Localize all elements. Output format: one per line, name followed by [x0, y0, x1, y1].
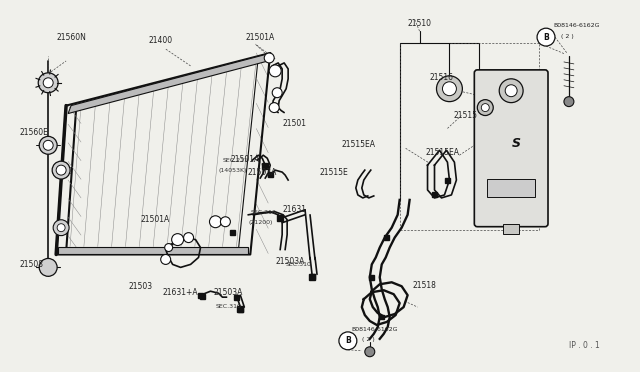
Text: 21501A: 21501A [141, 215, 170, 224]
Circle shape [164, 244, 173, 251]
Bar [310, 274, 314, 279]
Text: 21631: 21631 [282, 205, 306, 214]
Text: 21515EA: 21515EA [342, 140, 376, 149]
Text: B08146-6162G: B08146-6162G [352, 327, 398, 332]
Bar [230, 230, 235, 235]
Text: B08146-6162G: B08146-6162G [553, 23, 600, 28]
Bar [198, 293, 203, 298]
Polygon shape [68, 53, 271, 113]
Circle shape [436, 76, 462, 102]
Text: 21515EA: 21515EA [426, 148, 460, 157]
Circle shape [537, 28, 555, 46]
Circle shape [39, 259, 57, 276]
Text: 21508: 21508 [19, 260, 44, 269]
Bar [384, 235, 389, 240]
Text: SEC.210: SEC.210 [250, 210, 276, 215]
Bar [237, 306, 243, 312]
Circle shape [39, 137, 57, 154]
Text: S: S [511, 137, 521, 150]
Text: ( 2 ): ( 2 ) [561, 34, 573, 39]
Text: 21400: 21400 [148, 36, 173, 45]
Text: 21510: 21510 [408, 19, 431, 28]
Circle shape [264, 53, 274, 63]
Circle shape [44, 78, 53, 88]
Circle shape [272, 88, 282, 98]
Text: 21503A: 21503A [214, 288, 243, 297]
Circle shape [44, 140, 53, 150]
Text: 21518: 21518 [413, 281, 436, 290]
Text: 21515: 21515 [453, 110, 477, 119]
Circle shape [442, 82, 456, 96]
Text: 21631+A: 21631+A [163, 288, 198, 297]
Bar [268, 171, 273, 177]
Circle shape [161, 254, 171, 264]
Circle shape [52, 161, 70, 179]
Text: (14053K): (14053K) [218, 168, 247, 173]
Circle shape [505, 85, 517, 97]
Circle shape [499, 79, 523, 103]
Circle shape [38, 73, 58, 93]
Circle shape [209, 216, 221, 228]
Bar [380, 315, 384, 320]
Text: 21503A: 21503A [247, 168, 276, 177]
Circle shape [339, 332, 357, 350]
Text: 21515E: 21515E [320, 168, 349, 177]
Circle shape [481, 104, 489, 112]
Text: SEC.211: SEC.211 [223, 158, 248, 163]
Text: SEC.310: SEC.310 [285, 262, 311, 267]
Text: B: B [543, 33, 549, 42]
Circle shape [269, 103, 279, 113]
Text: 21560E: 21560E [19, 128, 48, 137]
Text: IP . 0 . 1: IP . 0 . 1 [569, 341, 600, 350]
Bar [309, 274, 315, 280]
Circle shape [57, 224, 65, 232]
Text: 21501A: 21501A [230, 155, 260, 164]
Bar [200, 294, 205, 299]
Bar [277, 215, 283, 221]
Bar [432, 192, 437, 198]
Circle shape [365, 347, 375, 357]
Text: 21516: 21516 [429, 73, 454, 82]
Bar [262, 163, 268, 169]
Circle shape [184, 232, 193, 243]
Text: 21501A: 21501A [245, 33, 275, 42]
Text: (21200): (21200) [248, 220, 273, 225]
Bar [234, 295, 239, 299]
Circle shape [53, 220, 69, 235]
Circle shape [477, 100, 493, 116]
Text: 21501: 21501 [282, 119, 306, 128]
Text: ( 2 ): ( 2 ) [362, 337, 374, 342]
Bar [238, 307, 243, 312]
Circle shape [564, 97, 574, 107]
Bar [445, 177, 450, 183]
FancyBboxPatch shape [474, 70, 548, 227]
Text: SEC.310: SEC.310 [216, 304, 241, 309]
Bar [503, 224, 519, 234]
Polygon shape [58, 247, 248, 254]
Circle shape [269, 65, 281, 77]
Text: B: B [345, 336, 351, 345]
Text: 21503: 21503 [129, 282, 153, 291]
Circle shape [172, 234, 184, 246]
Circle shape [56, 165, 66, 175]
Bar [487, 179, 535, 197]
Circle shape [220, 217, 230, 227]
Text: 21503A: 21503A [275, 257, 305, 266]
Bar [369, 275, 374, 280]
Text: 21560N: 21560N [56, 33, 86, 42]
